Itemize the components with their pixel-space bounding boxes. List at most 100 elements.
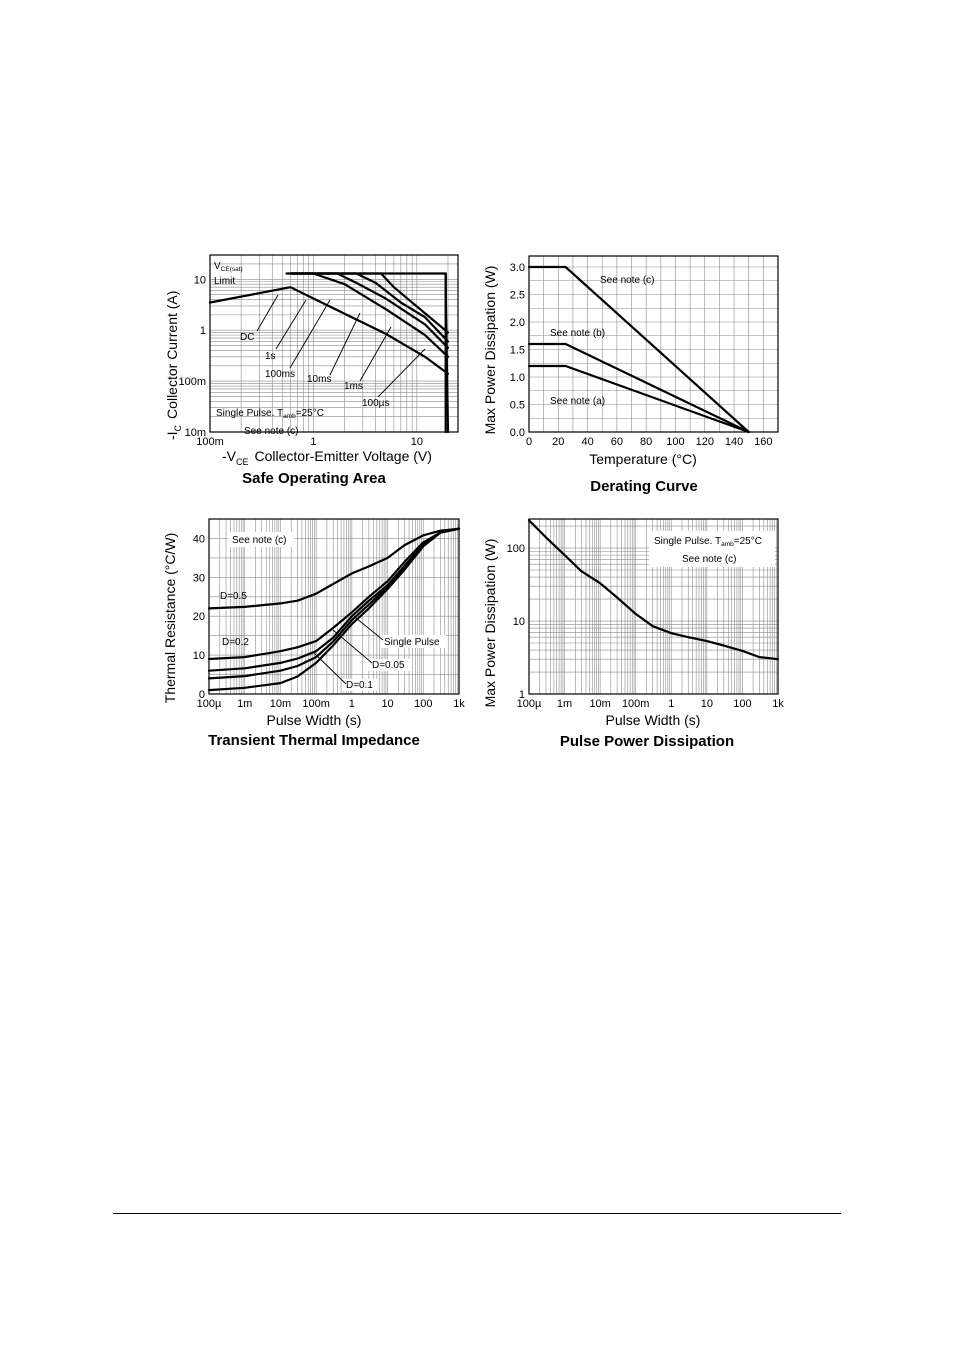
thermal-x-axis-label: Pulse Width (s) bbox=[267, 712, 362, 728]
thermal-single-leader bbox=[355, 617, 384, 641]
derating-x-tick-label: 40 bbox=[581, 436, 593, 448]
soa-1s-leader bbox=[275, 299, 307, 350]
soa-x-tick-label: 100m bbox=[196, 436, 224, 448]
derating-y-tick-label: 1.5 bbox=[510, 345, 525, 357]
derating-plot-frame bbox=[528, 255, 779, 433]
thermal-single-pulse-label: Single Pulse bbox=[384, 637, 440, 648]
soa-y-axis-label: -ICCollector Current (A) bbox=[164, 291, 183, 440]
soa-1ms-label: 1ms bbox=[344, 381, 363, 392]
pulse-x-tick-label: 1m bbox=[557, 698, 572, 710]
derating-note-c-label: See note (c) bbox=[600, 275, 654, 286]
soa-plot-frame bbox=[209, 254, 459, 433]
thermal-x-tick-label: 1 bbox=[349, 698, 355, 710]
derating-series-see-note-a- bbox=[527, 364, 750, 434]
soa-y-tick-label: 1 bbox=[200, 325, 206, 337]
derating-note-a-label: See note (a) bbox=[550, 396, 605, 407]
thermal-note-bg bbox=[228, 532, 294, 547]
derating-curve-chart: 0 20 40 60 80 100 120 140 160 0.0 0.5 1.0 1.5 2.0 2.5 3… bbox=[482, 255, 779, 495]
derating-y-axis-label: Max Power Dissipation (W) bbox=[482, 266, 498, 435]
soa-y-tick-label: 100m bbox=[178, 376, 206, 388]
pulse-x-tick-label: 100 bbox=[733, 698, 751, 710]
soa-x-axis-label: -VCE Collector-Emitter Voltage (V) bbox=[222, 448, 432, 467]
soa-dc-leader bbox=[256, 294, 279, 332]
thermal-y-axis-label: Thermal Resistance (°C/W) bbox=[162, 533, 178, 704]
thermal-series-d-0-2 bbox=[207, 527, 461, 661]
soa-see-note-label: See note (c) bbox=[244, 426, 298, 437]
thermal-y-tick-label: 0 bbox=[199, 689, 205, 701]
soa-limit-word: Limit bbox=[214, 276, 235, 287]
thermal-x-tick-label: 10 bbox=[381, 698, 393, 710]
soa-title: Safe Operating Area bbox=[242, 470, 386, 487]
derating-series-see-note-b- bbox=[527, 342, 750, 434]
pulse-power-dissipation-chart: 100µ 1m 10m 100m 1 10 100 1k 1 10 100 Single Pulse… bbox=[482, 518, 784, 750]
soa-series-dc bbox=[208, 286, 450, 375]
thermal-series-single-pulse bbox=[207, 527, 461, 692]
derating-x-tick-label: 20 bbox=[552, 436, 564, 448]
soa-10ms-leader bbox=[329, 312, 361, 376]
derating-x-tick-label: 100 bbox=[666, 436, 684, 448]
derating-y-tick-label: 2.5 bbox=[510, 290, 525, 302]
pulse-x-tick-label: 10m bbox=[589, 698, 610, 710]
derating-y-tick-label: 3.0 bbox=[510, 262, 525, 274]
thermal-y-tick-label: 20 bbox=[193, 611, 205, 623]
derating-x-tick-label: 80 bbox=[640, 436, 652, 448]
derating-x-tick-label: 60 bbox=[611, 436, 623, 448]
pulse-x-tick-label: 1k bbox=[772, 698, 784, 710]
soa-x-tick-label: 10 bbox=[411, 436, 423, 448]
pulse-see-note-label: See note (c) bbox=[682, 554, 736, 565]
transient-thermal-impedance-chart: 100µ 1m 10m 100m 1 10 100 1k 0 10 20 30 40 See note … bbox=[162, 518, 465, 749]
thermal-x-tick-label: 1k bbox=[453, 698, 465, 710]
soa-series-10ms bbox=[289, 272, 450, 343]
derating-x-tick-label: 120 bbox=[696, 436, 714, 448]
pulse-y-tick-label: 1 bbox=[519, 689, 525, 701]
soa-1ms-leader bbox=[359, 326, 392, 382]
derating-series-see-note-c- bbox=[527, 265, 750, 434]
thermal-x-tick-label: 10m bbox=[270, 698, 291, 710]
soa-vce-limit-label: VCE(sat) bbox=[214, 261, 243, 273]
thermal-d01-label: D=0.1 bbox=[346, 680, 373, 691]
thermal-title: Transient Thermal Impedance bbox=[208, 732, 420, 749]
thermal-d02-label: D=0.2 bbox=[222, 637, 249, 648]
pulse-y-axis-label: Max Power Dissipation (W) bbox=[482, 539, 498, 708]
derating-x-axis-label: Temperature (°C) bbox=[589, 451, 697, 467]
thermal-x-tick-label: 100µ bbox=[197, 698, 222, 710]
soa-1s-label: 1s bbox=[265, 351, 276, 362]
derating-y-tick-label: 0.0 bbox=[510, 427, 525, 439]
thermal-plot-frame bbox=[208, 518, 460, 695]
soa-y-tick-label: 10 bbox=[194, 274, 206, 286]
pulse-plot-frame bbox=[528, 518, 779, 695]
soa-10ms-label: 10ms bbox=[307, 374, 331, 385]
pulse-x-tick-label: 10 bbox=[701, 698, 713, 710]
derating-y-tick-label: 2.0 bbox=[510, 317, 525, 329]
soa-100us-label: 100µs bbox=[362, 398, 389, 409]
thermal-y-tick-label: 10 bbox=[193, 650, 205, 662]
soa-annotations: VCE(sat) Limit DC 1s 100ms 10ms 1ms 100µ… bbox=[214, 261, 426, 437]
pulse-note-bg bbox=[649, 531, 775, 567]
thermal-d005-label: D=0.05 bbox=[372, 660, 405, 671]
derating-x-tick-label: 160 bbox=[754, 436, 772, 448]
derating-y-tick-label: 0.5 bbox=[510, 400, 525, 412]
thermal-series-d-0-5 bbox=[207, 527, 461, 610]
soa-dc-label: DC bbox=[240, 332, 254, 343]
pulse-title: Pulse Power Dissipation bbox=[560, 733, 734, 750]
thermal-d05-label: D=0.5 bbox=[220, 591, 247, 602]
pulse-single-pulse-label: Single Pulse. Tamb=25°C bbox=[654, 536, 762, 548]
derating-title: Derating Curve bbox=[590, 478, 698, 495]
soa-100ms-leader bbox=[289, 299, 331, 369]
thermal-y-tick-label: 40 bbox=[193, 533, 205, 545]
thermal-note-label: See note (c) bbox=[232, 535, 286, 546]
soa-100ms-label: 100ms bbox=[265, 369, 295, 380]
derating-x-tick-label: 0 bbox=[526, 436, 532, 448]
pulse-x-tick-label: 1 bbox=[668, 698, 674, 710]
thermal-d01-bg bbox=[342, 679, 377, 691]
thermal-series-d-0-1 bbox=[207, 527, 461, 672]
derating-x-tick-label: 140 bbox=[725, 436, 743, 448]
thermal-d005-leader bbox=[332, 629, 373, 664]
pulse-x-axis-label: Pulse Width (s) bbox=[606, 712, 701, 728]
soa-100us-leader bbox=[377, 348, 426, 398]
pulse-x-tick-label: 100m bbox=[622, 698, 650, 710]
footer-rule bbox=[113, 1213, 841, 1214]
thermal-x-tick-label: 100m bbox=[302, 698, 330, 710]
